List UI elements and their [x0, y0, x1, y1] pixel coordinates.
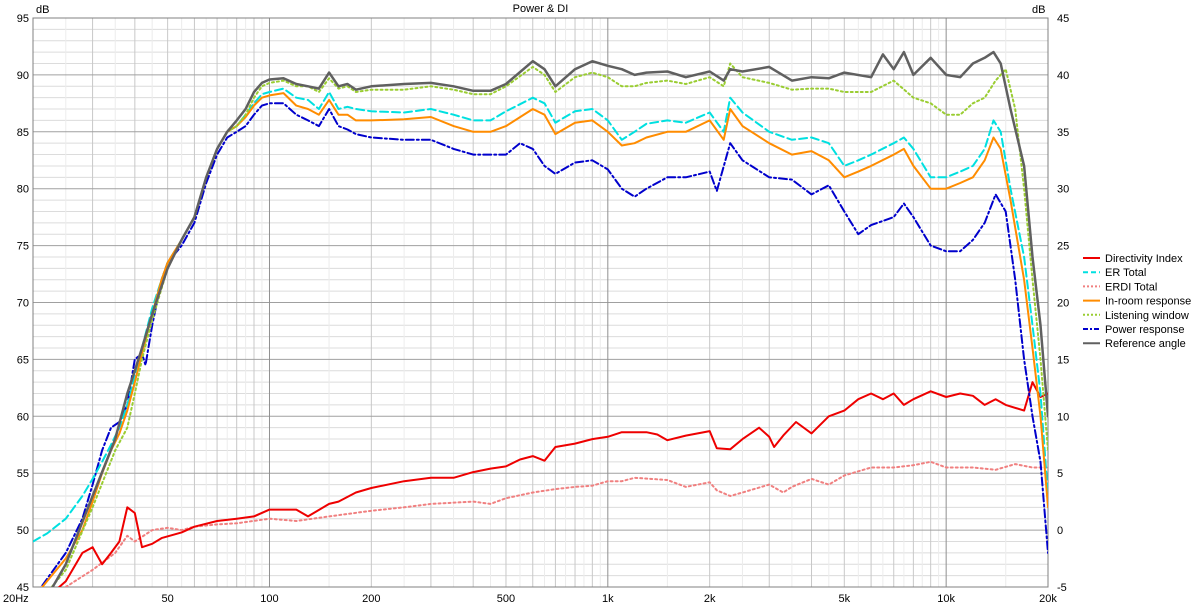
- y-tick-label-left: 80: [17, 184, 29, 196]
- y-tick-label-left: 85: [17, 127, 29, 139]
- y-tick-label-right: 35: [1057, 127, 1069, 139]
- legend-label: In-room response: [1105, 296, 1191, 308]
- x-tick-label: 20Hz: [3, 593, 29, 605]
- y-tick-label-right: 20: [1057, 298, 1069, 310]
- y-tick-label-left: 50: [17, 525, 29, 537]
- y-tick-label-right: 10: [1057, 411, 1069, 423]
- y-tick-label-left: 90: [17, 70, 29, 82]
- y-tick-label-right: -5: [1057, 582, 1067, 594]
- y-tick-label-left: 70: [17, 298, 29, 310]
- y-tick-label-right: 15: [1057, 354, 1069, 366]
- series-line-directivity-index: [57, 381, 1048, 587]
- y-tick-label-right: 45: [1057, 13, 1069, 25]
- y-axis-left-unit: dB: [36, 4, 49, 16]
- legend-label: Power response: [1105, 324, 1185, 336]
- y-tick-label-left: 75: [17, 241, 29, 253]
- legend: Directivity Index ER Total ERDI Total In-ro…: [1083, 253, 1191, 350]
- y-axis-right-ticks: 45 40 35 30 25 20 15 10 5 0 -5: [1057, 13, 1069, 594]
- plot-frame: [32, 17, 1049, 588]
- series-line-reference-angle: [51, 50, 1048, 587]
- y-axis-left-ticks: 95 90 85 80 75 70 65 60 55 50 45: [17, 13, 29, 594]
- legend-label: Listening window: [1105, 310, 1189, 322]
- x-tick-label: 1k: [602, 593, 614, 605]
- x-tick-label: 5k: [838, 593, 850, 605]
- series-line-erdi-total: [64, 460, 1048, 587]
- x-tick-label: 500: [497, 593, 515, 605]
- y-tick-label-right: 25: [1057, 241, 1069, 253]
- x-tick-label: 10k: [937, 593, 955, 605]
- legend-label: ER Total: [1105, 267, 1146, 279]
- y-tick-label-left: 95: [17, 13, 29, 25]
- legend-label: ERDI Total: [1105, 281, 1157, 293]
- x-tick-label: 20k: [1039, 593, 1057, 605]
- series-line-in-room-response: [41, 92, 1048, 587]
- chart-title: Power & DI: [513, 3, 569, 15]
- x-tick-label: 200: [362, 593, 380, 605]
- y-axis-right-unit: dB: [1032, 4, 1045, 16]
- y-tick-label-right: 5: [1057, 468, 1063, 480]
- y-tick-label-right: 0: [1057, 525, 1063, 537]
- y-tick-label-left: 60: [17, 411, 29, 423]
- x-axis-ticks: 20Hz 50 100 200 500 1k 2k 5k 10k 20k: [3, 593, 1057, 605]
- y-tick-label-right: 30: [1057, 184, 1069, 196]
- y-tick-label-left: 55: [17, 468, 29, 480]
- y-tick-label-left: 65: [17, 354, 29, 366]
- x-tick-label: 2k: [704, 593, 716, 605]
- x-tick-label: 100: [260, 593, 278, 605]
- series-layer: [33, 50, 1048, 587]
- x-tick-label: 50: [162, 593, 174, 605]
- y-tick-label-left: 45: [17, 582, 29, 594]
- y-tick-label-right: 40: [1057, 70, 1069, 82]
- legend-label: Reference angle: [1105, 338, 1186, 350]
- legend-label: Directivity Index: [1105, 253, 1183, 265]
